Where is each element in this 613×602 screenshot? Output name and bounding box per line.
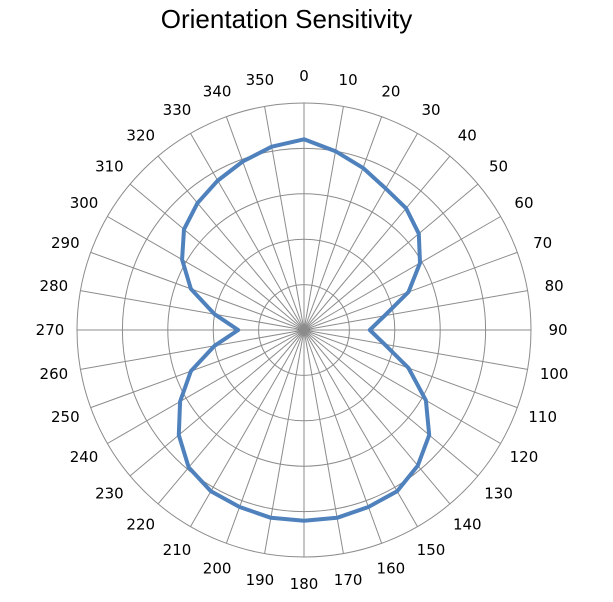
angle-label-20: 20 (381, 82, 400, 100)
grid-spoke (303, 216, 501, 331)
angle-label-310: 310 (95, 158, 124, 176)
angle-label-240: 240 (70, 448, 99, 466)
grid-spoke (190, 329, 305, 527)
angle-label-350: 350 (246, 71, 275, 89)
angle-label-90: 90 (548, 321, 567, 339)
angle-label-180: 180 (290, 575, 319, 593)
angle-label-110: 110 (528, 408, 557, 426)
grid-spoke (303, 290, 528, 331)
angle-label-250: 250 (51, 408, 80, 426)
grid-spoke (303, 155, 451, 331)
angle-label-130: 130 (484, 484, 513, 502)
series-layer (176, 137, 432, 523)
grid-spoke (303, 329, 418, 527)
angle-label-10: 10 (339, 71, 358, 89)
grid-spoke (303, 329, 451, 505)
angle-label-290: 290 (51, 234, 80, 252)
grid-spoke (303, 329, 479, 477)
series-line-0 (176, 137, 432, 523)
angle-label-280: 280 (40, 277, 69, 295)
grid-spoke (80, 290, 305, 331)
angle-label-140: 140 (453, 516, 482, 534)
radar-grid (76, 102, 532, 558)
grid-spoke (190, 133, 305, 331)
angle-label-230: 230 (95, 484, 124, 502)
grid-spoke (303, 329, 528, 370)
angle-label-270: 270 (36, 321, 65, 339)
angle-label-0: 0 (299, 67, 309, 85)
angle-label-220: 220 (126, 516, 155, 534)
angle-label-170: 170 (334, 571, 363, 589)
angle-label-300: 300 (70, 194, 99, 212)
angle-label-340: 340 (203, 82, 232, 100)
grid-spoke (225, 116, 305, 331)
angle-label-60: 60 (514, 194, 533, 212)
grid-spoke (157, 329, 305, 505)
angle-label-160: 160 (377, 560, 406, 578)
angle-label-100: 100 (540, 365, 569, 383)
angle-label-210: 210 (163, 541, 192, 559)
angle-label-200: 200 (203, 560, 232, 578)
angle-label-260: 260 (40, 365, 69, 383)
angle-label-70: 70 (533, 234, 552, 252)
grid-spoke (303, 183, 479, 331)
angle-label-80: 80 (545, 277, 564, 295)
angle-label-320: 320 (126, 126, 155, 144)
angle-label-190: 190 (246, 571, 275, 589)
angle-label-330: 330 (163, 101, 192, 119)
grid-spoke (129, 329, 305, 477)
angle-label-150: 150 (417, 541, 446, 559)
grid-spoke (303, 106, 344, 331)
grid-spoke (157, 155, 305, 331)
angle-label-30: 30 (421, 101, 440, 119)
grid-spoke (303, 116, 383, 331)
grid-spoke (80, 329, 305, 370)
angle-label-120: 120 (510, 448, 539, 466)
chart-title: Orientation Sensitivity (160, 4, 413, 34)
grid-spoke (90, 329, 305, 409)
grid-spoke (303, 133, 418, 331)
angle-label-40: 40 (458, 126, 477, 144)
grid-spoke (264, 106, 305, 331)
grid-spoke (107, 216, 305, 331)
grid-spoke (107, 329, 305, 444)
grid-spoke (129, 183, 305, 331)
angle-label-50: 50 (489, 158, 508, 176)
grid-spoke (303, 329, 501, 444)
grid-spoke (90, 251, 305, 331)
